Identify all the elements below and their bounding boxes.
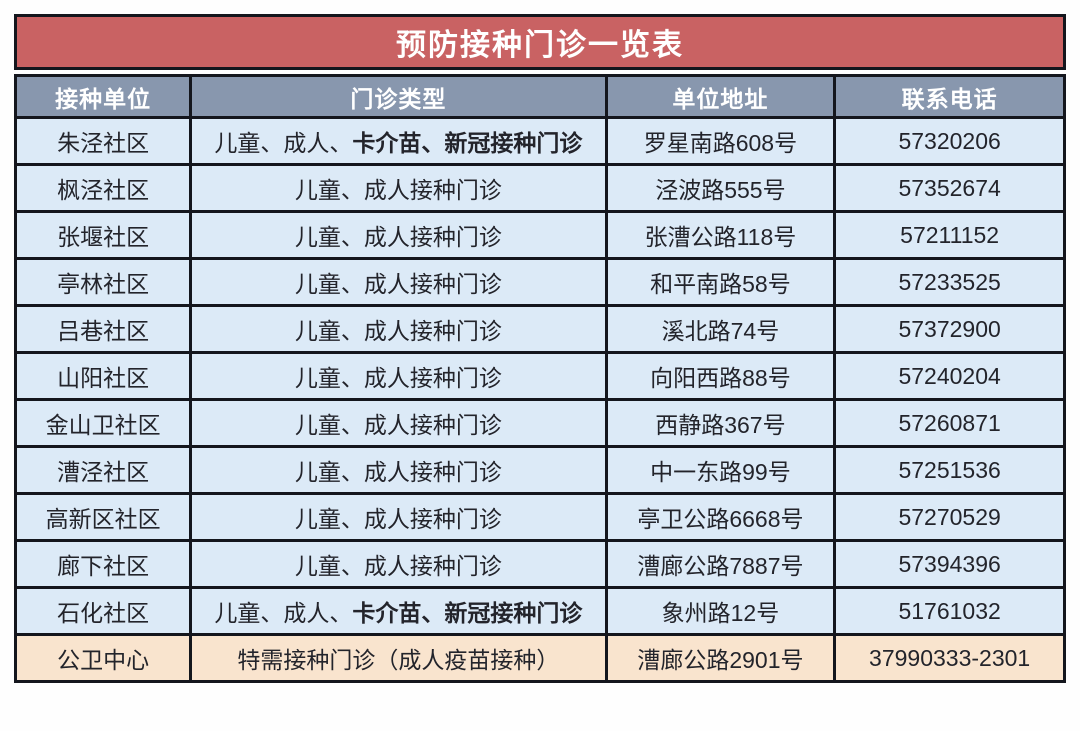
clinic-type-regular-text: 儿童、成人接种门诊: [294, 318, 502, 344]
cell-phone: 57240204: [833, 351, 1066, 401]
column-header-phone: 联系电话: [833, 74, 1066, 119]
table-row: 吕巷社区 儿童、成人接种门诊 溪北路74号 57372900: [13, 304, 1066, 354]
cell-unit: 廊下社区: [13, 539, 193, 589]
cell-unit: 吕巷社区: [13, 304, 193, 354]
cell-address: 象州路12号: [604, 586, 837, 636]
cell-unit: 山阳社区: [13, 351, 193, 401]
title-separator: [14, 70, 1066, 74]
column-header-unit: 接种单位: [13, 74, 193, 119]
cell-address: 亭卫公路6668号: [604, 492, 837, 542]
cell-address: 和平南路58号: [604, 257, 837, 307]
cell-clinic-type: 儿童、成人、卡介苗、新冠接种门诊: [189, 116, 608, 166]
cell-unit: 枫泾社区: [13, 163, 193, 213]
cell-phone: 57251536: [833, 445, 1066, 495]
table-row: 山阳社区 儿童、成人接种门诊 向阳西路88号 57240204: [13, 351, 1066, 401]
cell-clinic-type: 儿童、成人接种门诊: [189, 539, 608, 589]
cell-clinic-type: 儿童、成人接种门诊: [189, 398, 608, 448]
cell-unit: 高新区社区: [13, 492, 193, 542]
cell-phone: 57320206: [833, 116, 1066, 166]
cell-address: 溪北路74号: [604, 304, 837, 354]
clinic-type-regular-text: 儿童、成人接种门诊: [294, 553, 502, 579]
cell-unit: 亭林社区: [13, 257, 193, 307]
column-header-address: 单位地址: [604, 74, 837, 119]
cell-unit: 张堰社区: [13, 210, 193, 260]
cell-unit: 漕泾社区: [13, 445, 193, 495]
table-row: 高新区社区 儿童、成人接种门诊 亭卫公路6668号 57270529: [13, 492, 1066, 542]
cell-phone: 37990333-2301: [833, 633, 1066, 683]
cell-address: 张漕公路118号: [604, 210, 837, 260]
clinic-type-regular-text: 儿童、成人、: [214, 130, 353, 156]
cell-unit: 金山卫社区: [13, 398, 193, 448]
table-row: 朱泾社区 儿童、成人、卡介苗、新冠接种门诊 罗星南路608号 57320206: [13, 116, 1066, 166]
header-row: 接种单位 门诊类型 单位地址 联系电话: [13, 74, 1066, 119]
cell-phone: 57233525: [833, 257, 1066, 307]
table-title: 预防接种门诊一览表: [14, 14, 1066, 70]
clinic-type-bold-text: 卡介苗、新冠接种门诊: [352, 130, 583, 156]
cell-phone: 57394396: [833, 539, 1066, 589]
cell-address: 向阳西路88号: [604, 351, 837, 401]
cell-phone: 57211152: [833, 210, 1066, 260]
cell-phone: 57270529: [833, 492, 1066, 542]
table-row: 张堰社区 儿童、成人接种门诊 张漕公路118号 57211152: [13, 210, 1066, 260]
cell-unit: 朱泾社区: [13, 116, 193, 166]
table-row: 亭林社区 儿童、成人接种门诊 和平南路58号 57233525: [13, 257, 1066, 307]
cell-clinic-type: 儿童、成人接种门诊: [189, 210, 608, 260]
cell-phone: 57372900: [833, 304, 1066, 354]
table-row: 漕泾社区 儿童、成人接种门诊 中一东路99号 57251536: [13, 445, 1066, 495]
clinic-type-regular-text: 儿童、成人接种门诊: [294, 224, 502, 250]
cell-clinic-type: 儿童、成人接种门诊: [189, 163, 608, 213]
clinic-table: 接种单位 门诊类型 单位地址 联系电话 朱泾社区 儿童、成人、卡介苗、新冠接种门诊…: [13, 74, 1066, 683]
cell-clinic-type: 儿童、成人接种门诊: [189, 445, 608, 495]
table-row: 金山卫社区 儿童、成人接种门诊 西静路367号 57260871: [13, 398, 1066, 448]
clinic-type-regular-text: 儿童、成人接种门诊: [294, 506, 502, 532]
cell-address: 漕廊公路2901号: [604, 633, 837, 683]
table-body: 朱泾社区 儿童、成人、卡介苗、新冠接种门诊 罗星南路608号 57320206 枫泾社区…: [13, 116, 1066, 683]
clinic-type-regular-text: 特需接种门诊（成人疫苗接种）: [237, 647, 560, 673]
clinic-type-regular-text: 儿童、成人接种门诊: [294, 365, 502, 391]
clinic-type-regular-text: 儿童、成人接种门诊: [294, 412, 502, 438]
clinic-type-regular-text: 儿童、成人、: [214, 600, 353, 626]
cell-phone: 57260871: [833, 398, 1066, 448]
cell-clinic-type: 儿童、成人接种门诊: [189, 492, 608, 542]
cell-address: 罗星南路608号: [604, 116, 837, 166]
cell-address: 漕廊公路7887号: [604, 539, 837, 589]
cell-phone: 51761032: [833, 586, 1066, 636]
table-row: 石化社区 儿童、成人、卡介苗、新冠接种门诊 象州路12号 51761032: [13, 586, 1066, 636]
clinic-directory: 预防接种门诊一览表 接种单位 门诊类型 单位地址 联系电话 朱泾社区 儿童、成人、…: [13, 14, 1066, 683]
cell-unit: 公卫中心: [13, 633, 193, 683]
clinic-type-regular-text: 儿童、成人接种门诊: [294, 459, 502, 485]
table-row: 公卫中心 特需接种门诊（成人疫苗接种） 漕廊公路2901号 37990333-2301: [13, 633, 1066, 683]
column-header-type: 门诊类型: [189, 74, 608, 119]
cell-clinic-type: 儿童、成人、卡介苗、新冠接种门诊: [189, 586, 608, 636]
cell-address: 西静路367号: [604, 398, 837, 448]
cell-clinic-type: 儿童、成人接种门诊: [189, 351, 608, 401]
clinic-type-bold-text: 卡介苗、新冠接种门诊: [352, 600, 583, 626]
cell-address: 中一东路99号: [604, 445, 837, 495]
cell-clinic-type: 儿童、成人接种门诊: [189, 257, 608, 307]
cell-phone: 57352674: [833, 163, 1066, 213]
cell-clinic-type: 特需接种门诊（成人疫苗接种）: [189, 633, 608, 683]
clinic-type-regular-text: 儿童、成人接种门诊: [294, 177, 502, 203]
cell-address: 泾波路555号: [604, 163, 837, 213]
table-row: 枫泾社区 儿童、成人接种门诊 泾波路555号 57352674: [13, 163, 1066, 213]
clinic-type-regular-text: 儿童、成人接种门诊: [294, 271, 502, 297]
cell-clinic-type: 儿童、成人接种门诊: [189, 304, 608, 354]
cell-unit: 石化社区: [13, 586, 193, 636]
table-row: 廊下社区 儿童、成人接种门诊 漕廊公路7887号 57394396: [13, 539, 1066, 589]
